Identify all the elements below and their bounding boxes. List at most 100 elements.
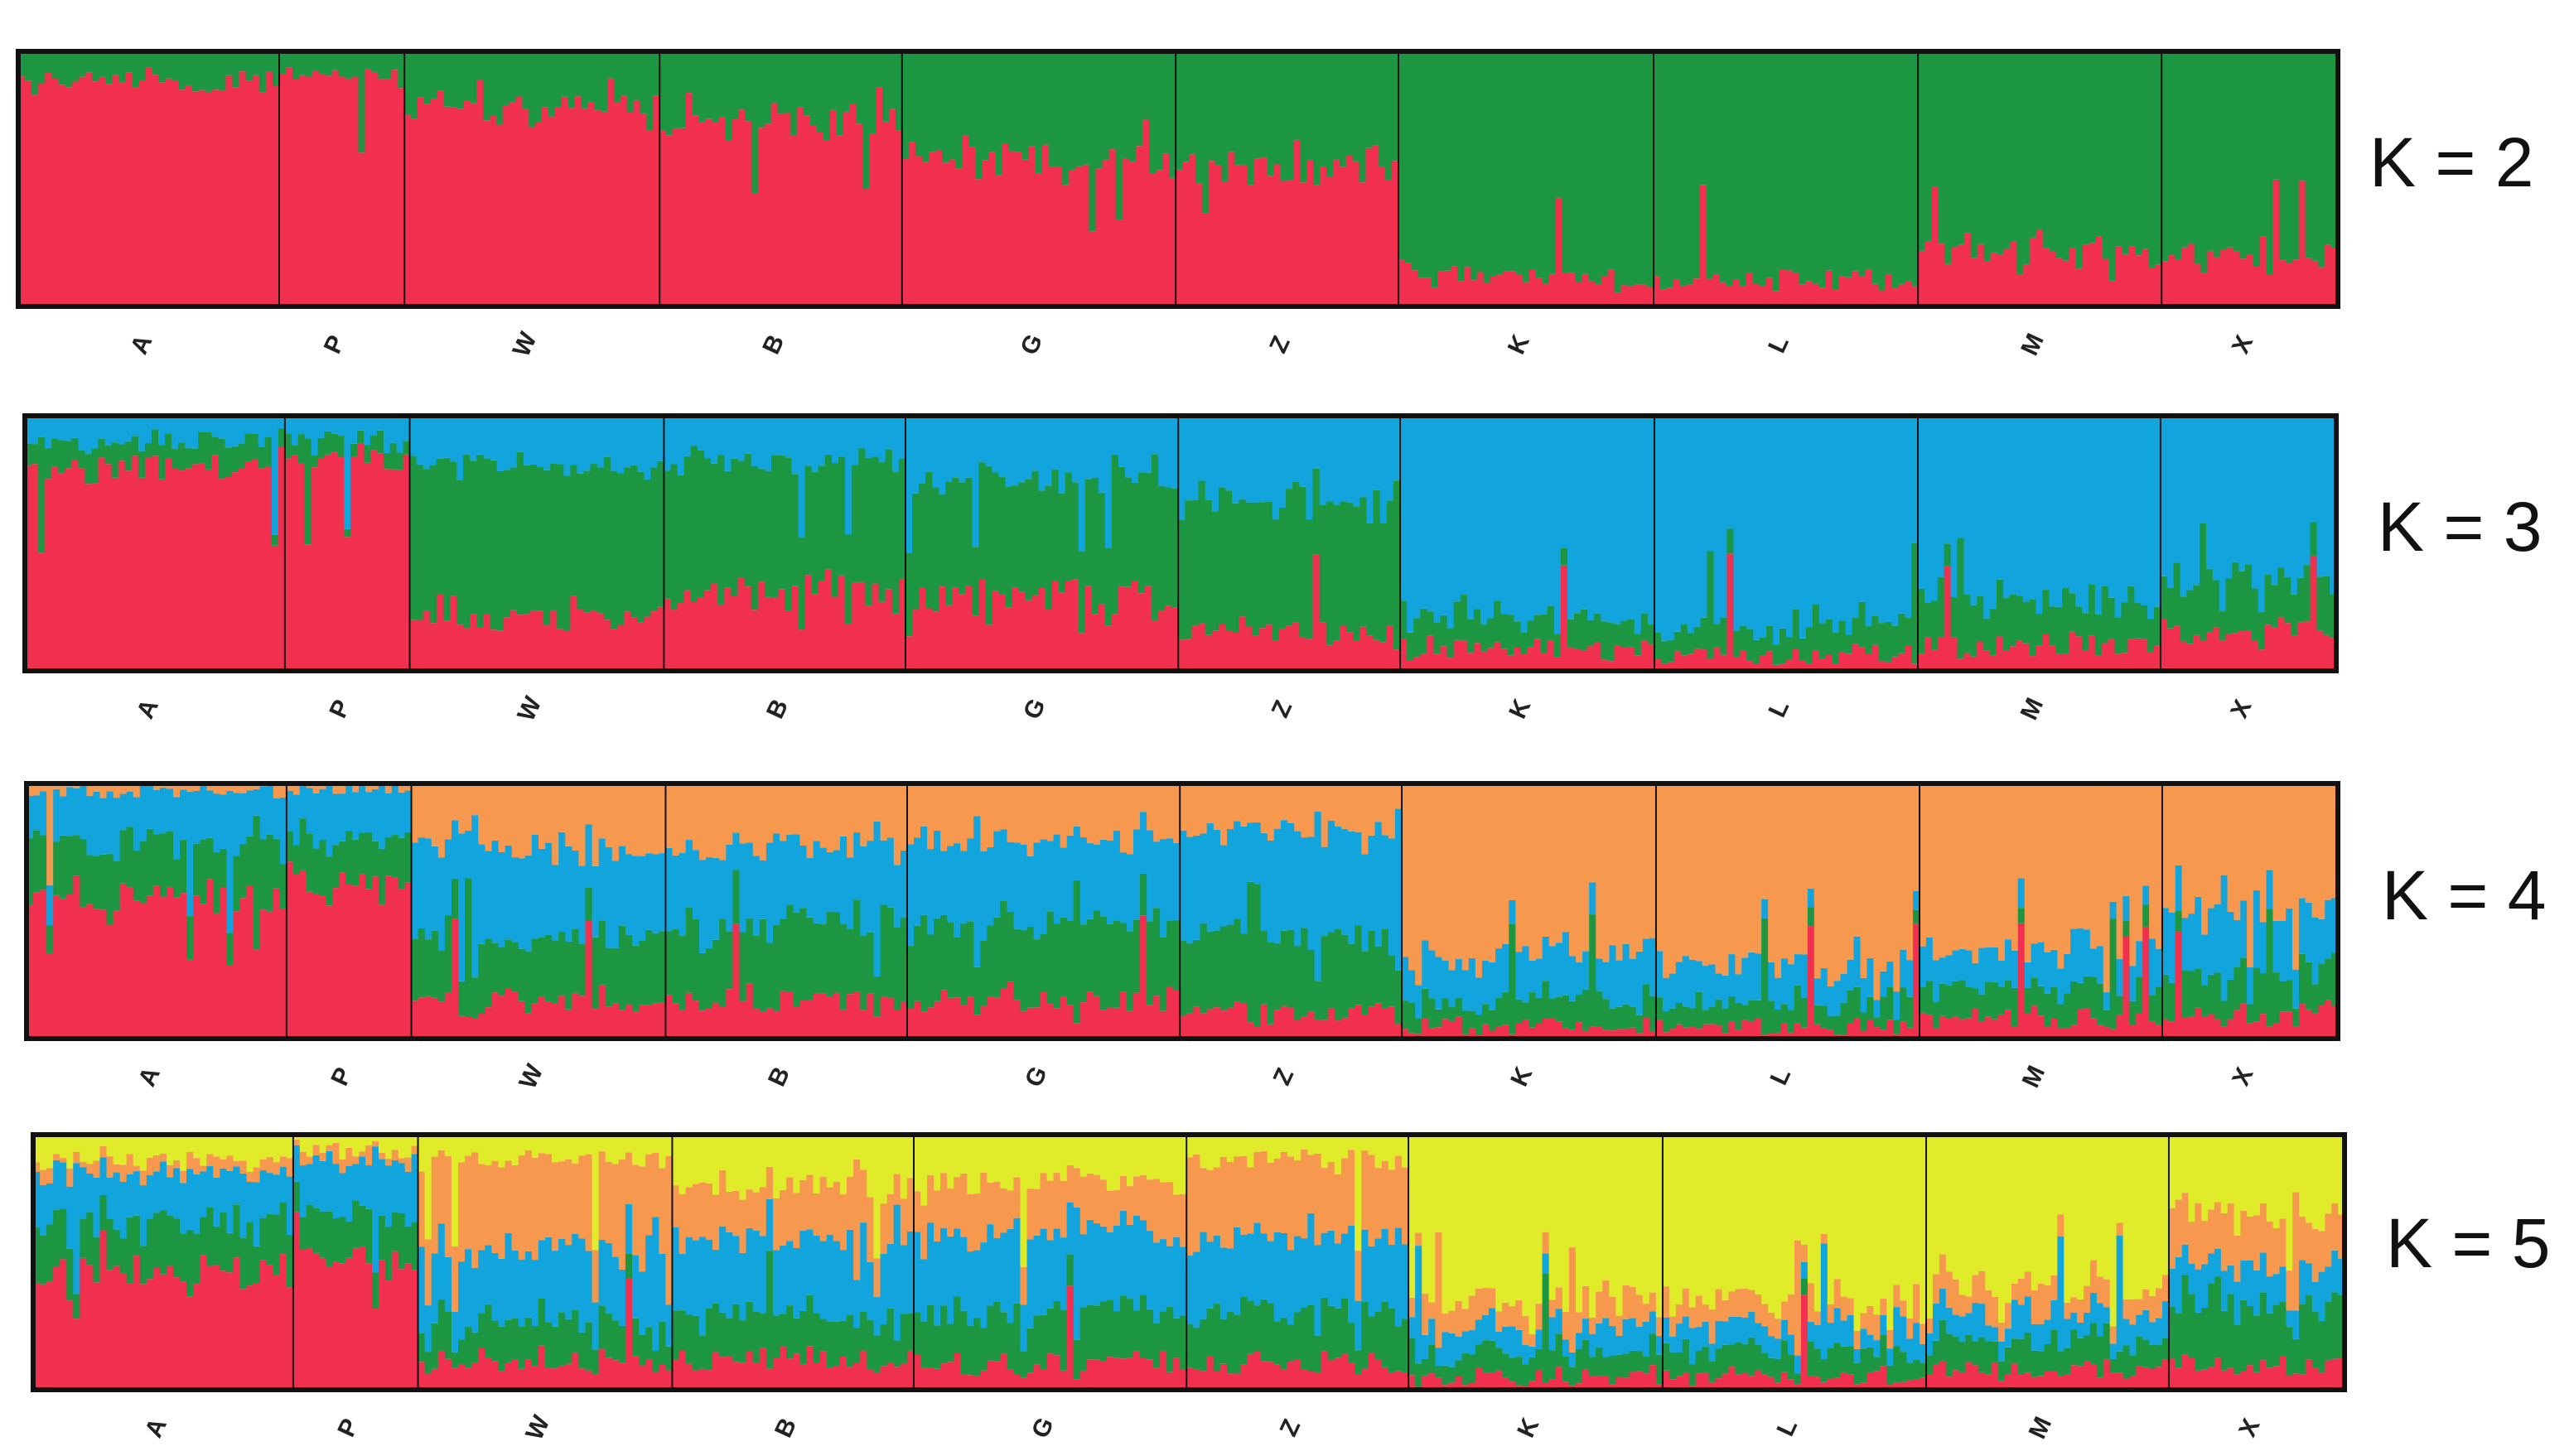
bar-segment-A-blue: [226, 790, 234, 933]
bar-segment-K-red: [1581, 650, 1588, 671]
bar-segment-M-yellow: [1998, 1135, 2006, 1323]
bar-segment-X-yellow: [2201, 1135, 2209, 1222]
bar-segment-B-yellow: [765, 1135, 774, 1167]
bar-segment-Z-orange: [1273, 1159, 1282, 1232]
bar-segment-B-blue: [778, 416, 785, 456]
bar-segment-L-yellow: [1781, 1135, 1789, 1302]
bar-segment-Z-red: [1273, 164, 1282, 306]
bar-segment-X-orange: [2253, 1215, 2261, 1270]
bar-segment-M-orange: [2050, 1275, 2058, 1300]
bar-segment-Z-red: [1240, 1002, 1248, 1039]
bar-segment-A-red: [80, 907, 88, 1039]
bar-segment-Z-red: [1287, 1007, 1295, 1039]
bar-segment-W-blue: [436, 416, 444, 459]
bar-segment-M-red: [1985, 1374, 1992, 1390]
bar-segment-G-red: [949, 159, 956, 306]
bar-segment-G-blue: [1153, 841, 1161, 909]
bar-segment-K-green: [1444, 51, 1451, 271]
bar-segment-G-blue: [992, 416, 1000, 473]
bar-segment-X-green: [2214, 1276, 2222, 1358]
bar-segment-B-red: [780, 1347, 787, 1390]
bar-segment-Z-green: [1379, 51, 1386, 167]
bar-segment-M-blue: [1939, 957, 1947, 984]
bar-segment-P-green: [396, 452, 404, 470]
bar-segment-Z-blue: [1366, 416, 1374, 523]
bar-segment-Z-red: [1227, 1007, 1234, 1039]
bar-segment-K-orange: [1602, 783, 1611, 962]
bar-segment-W-blue: [557, 416, 564, 465]
bar-segment-Z-blue: [1280, 1232, 1288, 1318]
bar-segment-M-blue: [2070, 928, 2078, 981]
bar-segment-B-red: [810, 125, 818, 306]
bar-segment-B-blue: [799, 1231, 808, 1311]
bar-segment-B-orange: [867, 783, 875, 841]
bar-segment-M-green: [1992, 981, 1999, 1020]
bar-segment-M-green: [1924, 602, 1932, 638]
bar-segment-A-blue: [31, 416, 39, 445]
bar-segment-B-green: [773, 924, 780, 1011]
bar-segment-X-yellow: [2208, 1135, 2215, 1210]
bar-segment-K-blue: [1413, 416, 1421, 619]
bar-segment-K-yellow: [1562, 1135, 1570, 1312]
bar-segment-B-red: [732, 1362, 741, 1390]
bar-segment-A-red: [104, 464, 113, 671]
bar-segment-X-blue: [2284, 416, 2291, 577]
bar-segment-Z-green: [1215, 51, 1223, 166]
bar-segment-A-red: [91, 81, 99, 307]
bar-segment-W-orange: [431, 783, 439, 846]
bar-segment-A-green: [239, 51, 247, 72]
bar-segment-W-blue: [431, 846, 439, 931]
bar-segment-Z-blue: [1306, 416, 1314, 520]
bar-segment-L-blue: [1865, 416, 1872, 627]
bar-segment-A-blue: [279, 798, 287, 865]
bar-segment-Z-green: [1355, 925, 1362, 1005]
bar-segment-Z-orange: [1381, 1161, 1389, 1230]
bar-segment-K-green: [1582, 1339, 1590, 1370]
bar-segment-K-green: [1629, 1006, 1637, 1028]
bar-segment-X-orange: [2207, 783, 2215, 909]
bar-segment-Z-orange: [1247, 1167, 1254, 1234]
bar-segment-A-red: [25, 80, 32, 306]
bar-segment-L-blue: [1880, 1314, 1887, 1336]
bar-segment-M-green: [2103, 1323, 2111, 1360]
bar-segment-M-red: [1924, 637, 1932, 671]
bar-segment-G-red: [978, 580, 986, 671]
bar-segment-B-red: [869, 133, 877, 306]
bar-segment-W-blue: [518, 858, 526, 949]
bar-segment-W-orange: [585, 783, 593, 825]
bar-segment-X-green: [2266, 1313, 2274, 1368]
bar-segment-M-green: [2062, 588, 2069, 654]
bar-segment-A-red: [232, 87, 240, 306]
bar-segment-M-red: [2122, 1378, 2131, 1390]
bar-segment-A-green: [238, 443, 246, 469]
bar-segment-B-red: [856, 123, 863, 306]
bar-segment-X-green: [2253, 1315, 2261, 1372]
bar-segment-X-orange: [2181, 783, 2189, 918]
bar-segment-G-orange: [934, 783, 941, 832]
bar-segment-M-orange: [2109, 783, 2118, 902]
bar-segment-B-red: [831, 596, 839, 671]
bar-segment-Z-red: [1215, 165, 1223, 306]
bar-segment-W-red: [626, 112, 635, 306]
bar-segment-L-red: [1905, 281, 1912, 306]
bar-segment-M-blue: [2050, 1299, 2058, 1330]
bar-segment-W-green: [489, 51, 497, 115]
bar-segment-X-orange: [2247, 783, 2254, 967]
bar-segment-K-green: [1428, 998, 1437, 1029]
bar-segment-K-red: [1629, 1372, 1637, 1390]
bar-segment-Z-orange: [1253, 783, 1262, 822]
bar-segment-K-blue: [1528, 1346, 1537, 1357]
bar-segment-L-orange: [1813, 783, 1822, 979]
bar-segment-K-green: [1627, 619, 1635, 648]
bar-segment-L-yellow: [1662, 1135, 1670, 1287]
bar-segment-G-blue: [1007, 1229, 1015, 1323]
bar-segment-P-green: [319, 1211, 327, 1258]
bar-segment-K-green: [1520, 632, 1528, 654]
bar-segment-X-green: [2292, 1338, 2300, 1374]
bar-segment-G-green: [1046, 911, 1055, 1005]
bar-segment-M-yellow: [1932, 1135, 1940, 1275]
bar-segment-W-yellow: [524, 1135, 533, 1151]
bar-segment-Z-yellow: [1226, 1135, 1234, 1163]
bar-segment-K-red: [1615, 1376, 1624, 1390]
bar-segment-W-orange: [478, 783, 485, 845]
